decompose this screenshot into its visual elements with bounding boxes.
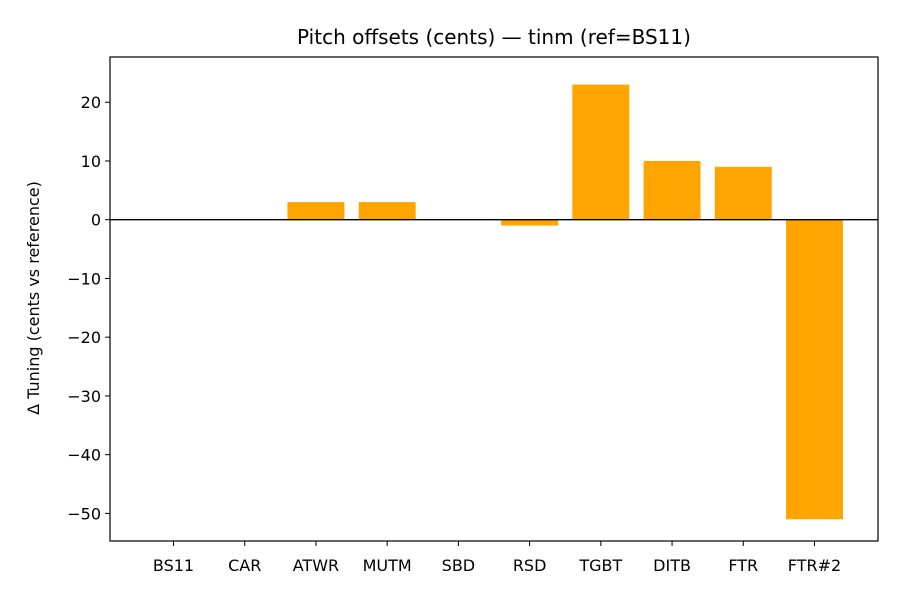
- x-axis-ticks: BS11 CAR ATWR MUTM SBD RSD TGBT DITB FTR FTR#2: [153, 541, 841, 575]
- x-tick-label: ATWR: [293, 556, 339, 575]
- y-tick-label: 10: [81, 152, 101, 171]
- x-tick-label: TGBT: [578, 556, 622, 575]
- y-tick-label: −20: [67, 328, 101, 347]
- chart-title: Pitch offsets (cents) — tinm (ref=BS11): [297, 25, 691, 49]
- bar-mutm: [358, 202, 416, 220]
- y-tick-label: −10: [67, 269, 101, 288]
- bar-rsd: [501, 219, 559, 226]
- bar-atwr: [287, 202, 345, 220]
- x-tick-label: BS11: [153, 556, 194, 575]
- bars-group: [287, 84, 843, 520]
- x-tick-label: CAR: [228, 556, 261, 575]
- bar-tgbt: [572, 84, 630, 220]
- x-tick-label: FTR#2: [788, 556, 841, 575]
- bar-ftr-2: [786, 219, 843, 520]
- bar-ditb: [643, 160, 701, 220]
- y-axis-label: Δ Tuning (cents vs reference): [24, 181, 43, 415]
- y-tick-label: 0: [91, 211, 101, 230]
- x-tick-label: SBD: [442, 556, 475, 575]
- y-tick-label: −50: [67, 504, 101, 523]
- y-tick-label: −40: [67, 446, 101, 465]
- x-tick-label: MUTM: [363, 556, 412, 575]
- y-tick-label: 20: [81, 93, 101, 112]
- bar-ftr: [714, 166, 772, 220]
- x-tick-label: FTR: [728, 556, 758, 575]
- x-tick-label: RSD: [513, 556, 547, 575]
- plot-frame: [109, 56, 879, 542]
- y-tick-label: −30: [67, 387, 101, 406]
- x-tick-label: DITB: [653, 556, 691, 575]
- y-axis-ticks: 20 10 0 −10 −20 −30 −40 −50: [67, 93, 110, 523]
